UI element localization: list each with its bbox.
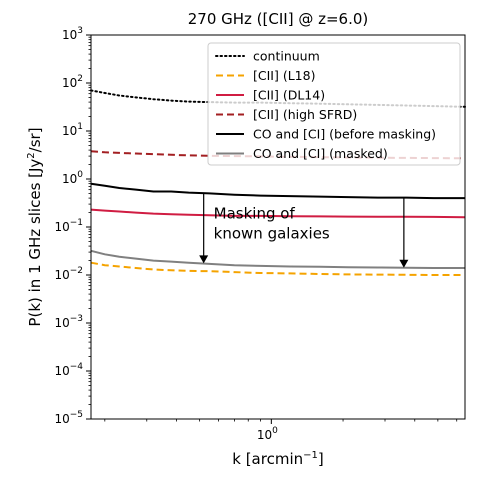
legend-label-5: CO and [CI] (masked) (253, 146, 388, 161)
annotation-arrowhead-1 (399, 259, 409, 268)
y-tick-label: 101 (62, 122, 83, 138)
legend-label-4: CO and [CI] (before masking) (253, 127, 436, 142)
annotation-text: known galaxies (214, 225, 330, 243)
annotation-arrowhead-0 (199, 255, 209, 264)
legend-label-1: [CII] (L18) (253, 68, 315, 83)
chart-title: 270 GHz ([CII] @ z=6.0) (188, 10, 369, 28)
y-tick-label: 102 (62, 74, 83, 90)
series-line-4 (90, 182, 465, 200)
y-axis-label: P(k) in 1 GHz slices [Jy2/sr] (26, 127, 44, 326)
annotation: Masking of known galaxies (199, 193, 409, 268)
y-tick-label: 10−4 (54, 362, 83, 378)
series-line-2 (90, 208, 466, 219)
legend-label-0: continuum (253, 49, 320, 64)
legend-box (207, 42, 461, 166)
axis-ticks: 10−5 10−4 10−3 10−2 10−1 100 101 102 103 100 (54, 26, 458, 442)
x-tick-label: 100 (257, 426, 278, 442)
y-tick-label: 103 (62, 26, 83, 42)
y-tick-label: 10−1 (54, 218, 83, 234)
y-tick-label: 100 (62, 170, 83, 186)
y-tick-label: 10−3 (54, 314, 83, 330)
legend-label-3: [CII] (high SFRD) (253, 107, 357, 122)
y-tick-label: 10−2 (54, 266, 83, 282)
plot-frame (90, 34, 466, 420)
series-line-1 (90, 261, 465, 276)
x-axis-label: k [arcmin−1] (232, 450, 323, 468)
y-tick-label: 10−5 (54, 410, 83, 426)
annotation-text: Masking of (214, 205, 296, 223)
legend: continuum [CII] (L18) [CII] (DL14) [CII] (h… (207, 42, 461, 166)
series-line-5 (90, 249, 465, 269)
legend-label-2: [CII] (DL14) (253, 88, 325, 103)
